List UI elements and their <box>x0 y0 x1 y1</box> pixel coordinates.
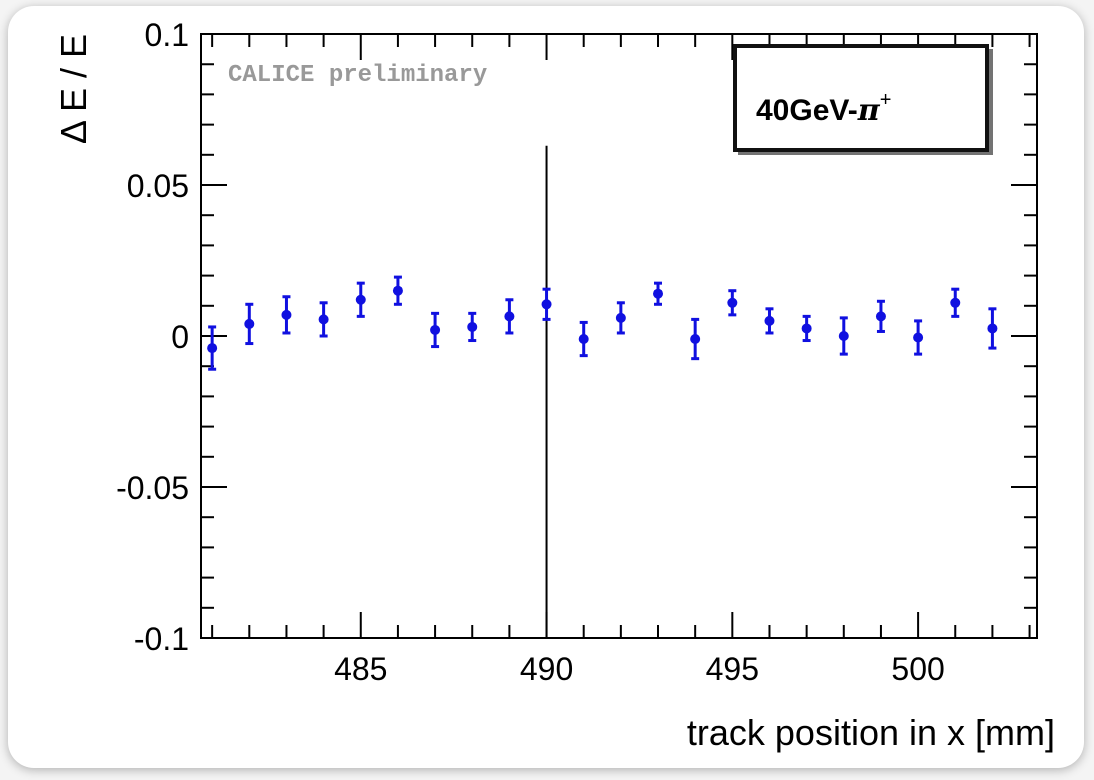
x-tick-label: 485 <box>334 651 387 687</box>
point-marker <box>467 321 478 332</box>
y-tick-label: 0.05 <box>127 168 189 204</box>
point-marker <box>318 314 329 325</box>
y-tick-label: 0.1 <box>145 17 189 53</box>
data-point <box>244 302 255 346</box>
x-tick-label: 500 <box>891 651 944 687</box>
point-marker <box>690 334 701 345</box>
data-point <box>355 281 366 318</box>
point-marker <box>727 297 738 308</box>
data-point <box>467 311 478 343</box>
y-axis-title: Δ E / E <box>53 34 94 144</box>
point-marker <box>355 294 366 305</box>
point-marker <box>913 332 924 343</box>
data-point <box>987 307 998 350</box>
data-point <box>207 325 218 371</box>
point-marker <box>244 318 255 329</box>
data-point <box>504 298 515 335</box>
point-marker <box>207 343 218 354</box>
badge-box <box>733 44 989 152</box>
x-tick-label: 495 <box>706 651 759 687</box>
y-axis-ticks <box>201 33 1037 639</box>
badge-particle: π <box>857 93 881 128</box>
data-points <box>207 275 998 371</box>
data-point <box>764 307 775 335</box>
y-tick-label: 0 <box>171 319 189 355</box>
point-marker <box>950 297 961 308</box>
point-marker <box>653 288 664 299</box>
data-point <box>541 287 552 321</box>
point-marker <box>987 323 998 334</box>
annotation-calice: CALICE preliminary <box>228 62 487 89</box>
data-point <box>281 295 292 335</box>
data-point <box>838 316 849 356</box>
badge-energy: 40GeV- <box>756 94 858 127</box>
chart-card: 0.1 0.05 0 -0.05 -0.1 485 490 495 500 CALICE pr… <box>8 6 1084 768</box>
x-tick-label: 490 <box>520 651 573 687</box>
x-axis-tick-labels: 485 490 495 500 <box>334 651 945 687</box>
y-tick-label: -0.05 <box>116 470 189 506</box>
point-marker <box>764 315 775 326</box>
point-marker <box>578 334 589 345</box>
y-axis-tick-labels: 0.1 0.05 0 -0.05 -0.1 <box>116 17 189 657</box>
point-marker <box>838 331 849 341</box>
data-point <box>653 281 664 306</box>
point-marker <box>281 309 292 320</box>
x-axis-ticks <box>211 34 1031 638</box>
point-marker <box>875 311 886 322</box>
point-marker <box>430 324 441 335</box>
data-point <box>615 301 626 335</box>
data-point <box>727 289 738 317</box>
energy-badge: 40GeV-π+ <box>733 44 993 155</box>
data-point <box>430 311 441 349</box>
data-point <box>913 319 924 356</box>
x-axis-title: track position in x [mm] <box>687 712 1055 753</box>
point-marker <box>504 311 515 322</box>
data-point <box>392 275 403 306</box>
y-tick-label: -0.1 <box>134 621 189 657</box>
chart-canvas: 0.1 0.05 0 -0.05 -0.1 485 490 495 500 CALICE pr… <box>53 17 1055 753</box>
data-point <box>950 287 961 318</box>
badge-charge: + <box>880 89 892 111</box>
badge-label: 40GeV-π+ <box>756 89 891 128</box>
data-point <box>801 314 812 343</box>
data-point <box>318 301 329 338</box>
point-marker <box>541 299 552 310</box>
data-point <box>875 299 886 333</box>
data-point <box>690 317 701 361</box>
data-point <box>578 320 589 358</box>
point-marker <box>801 323 812 334</box>
point-marker <box>392 285 403 296</box>
point-marker <box>615 312 626 323</box>
